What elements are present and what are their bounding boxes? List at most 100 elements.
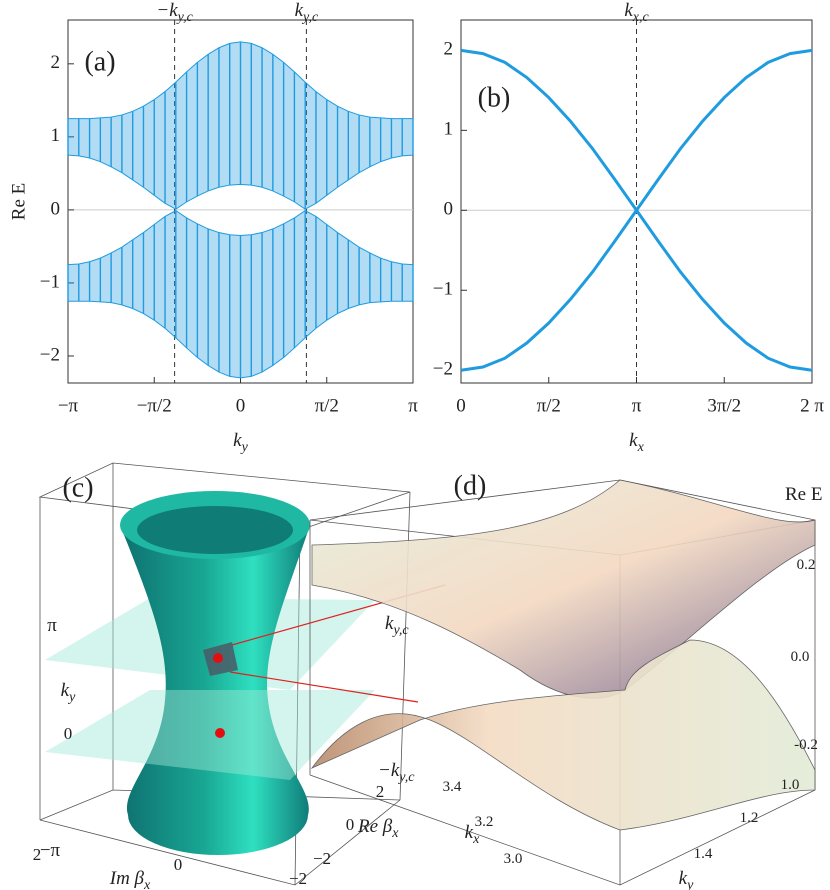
y-tick-label: 2: [444, 39, 454, 60]
band-fill: [154, 216, 166, 329]
axis-text-main: 0: [174, 855, 183, 874]
band-fill: [294, 210, 306, 348]
band-fill: [272, 223, 284, 366]
x-tick-label: π/2: [537, 395, 561, 416]
band-fill: [251, 43, 263, 188]
x-axis-label-main: k: [233, 430, 242, 451]
axis-text-main: 0: [64, 724, 73, 743]
band-fill: [78, 261, 90, 302]
axis-text-sub: y: [67, 690, 76, 705]
band-fill: [208, 228, 219, 373]
axis-text-sub: y,c: [397, 770, 415, 785]
axis-text-sub: x: [391, 826, 399, 841]
series-line: [460, 48, 813, 372]
band-fill: [380, 258, 392, 302]
axis-text: Re E: [785, 484, 822, 505]
band-fill: [197, 54, 209, 197]
band-fill: [100, 252, 112, 303]
axis-text: 1.2: [740, 810, 759, 826]
x-tick-label: π: [408, 395, 418, 416]
x-tick-label: 0: [456, 395, 466, 416]
axis-text-main: k: [61, 680, 70, 701]
band-fill: [154, 91, 166, 204]
band-fill: [165, 210, 176, 338]
upper-surface: [311, 479, 816, 699]
band-fill: [186, 62, 198, 202]
axis-text-main: k: [385, 613, 394, 634]
band-fill: [294, 71, 306, 210]
band-fill: [369, 252, 381, 303]
top-inner: [137, 506, 293, 554]
series-line: [67, 154, 414, 210]
axis-text: −2: [313, 849, 331, 868]
band-fill: [283, 62, 295, 202]
lower-surface: [310, 639, 816, 831]
axis-text-main: 0.2: [797, 557, 816, 573]
axis-text: 3.4: [443, 779, 462, 795]
axis-text-main: 3.2: [475, 814, 494, 830]
axis-text-main: k: [465, 822, 474, 843]
x-tick-label: 0: [236, 395, 246, 416]
band-fill: [89, 258, 101, 302]
axis-text: π: [47, 615, 57, 636]
axis-text-main: Im β: [109, 868, 145, 889]
plane: [45, 690, 375, 780]
axis-text: kx: [465, 822, 480, 847]
band-fill: [132, 106, 144, 188]
band-fill: [337, 106, 349, 188]
critical-label: −ky,c: [156, 0, 193, 25]
axis-text-main: 1.2: [740, 810, 759, 826]
band-fill: [391, 261, 403, 302]
axis-text: −π: [40, 840, 61, 861]
band-fill: [262, 228, 273, 373]
band-fill: [68, 263, 79, 302]
critical-label-main: −k: [156, 0, 178, 21]
band-fill: [68, 118, 79, 156]
band-fill: [121, 111, 133, 180]
x-axis-label-main: k: [629, 430, 638, 451]
band-fill: [402, 263, 413, 302]
band-fill: [359, 247, 370, 305]
band-fill: [262, 47, 273, 191]
panel-label: (b): [478, 82, 511, 113]
y-axis-label: Re E: [8, 183, 29, 220]
axis-text: 0: [64, 724, 73, 743]
band-fill: [89, 117, 101, 162]
panel-label: (c): [62, 472, 93, 503]
panel-label: (a): [84, 46, 115, 77]
band-fill: [218, 43, 230, 188]
band-fill: [251, 232, 263, 377]
band-fill: [337, 232, 349, 314]
critical-label-sub: x,c: [632, 10, 650, 25]
axis-text: 3.2: [475, 814, 494, 830]
critical-label: ky,c: [295, 0, 319, 25]
hyperboloid: [120, 525, 310, 855]
band-fill: [305, 210, 316, 338]
band-fill: [391, 118, 403, 159]
axis-text-sub: y: [685, 878, 694, 890]
band-fill: [348, 111, 360, 180]
x-tick-label: −π: [58, 395, 79, 416]
axis-text: 0.2: [797, 557, 816, 573]
x-axis-label-sub: y: [240, 440, 249, 455]
x-axis-label-sub: x: [637, 440, 645, 455]
axis-text-sub: x: [472, 832, 480, 847]
band-fill: [175, 210, 187, 348]
axis-text: Re βx: [357, 816, 399, 841]
critical-label-sub: y,c: [301, 10, 319, 25]
band-fill: [369, 117, 381, 167]
axis-text-sub: x: [143, 878, 151, 890]
panel-label: (d): [454, 470, 487, 501]
axis-text-main: −2: [289, 869, 307, 888]
band-fill: [208, 47, 219, 191]
band-fill: [111, 114, 122, 173]
series-line: [67, 210, 414, 266]
axis-text-main: 2: [33, 845, 42, 864]
x-tick-label: −π/2: [137, 395, 172, 416]
axis-text: 2: [376, 782, 385, 801]
axis-text: 2: [33, 845, 42, 864]
axis-text-main: Re E: [785, 484, 822, 505]
axis-text-main: k: [679, 868, 688, 889]
band-fill: [348, 239, 360, 309]
